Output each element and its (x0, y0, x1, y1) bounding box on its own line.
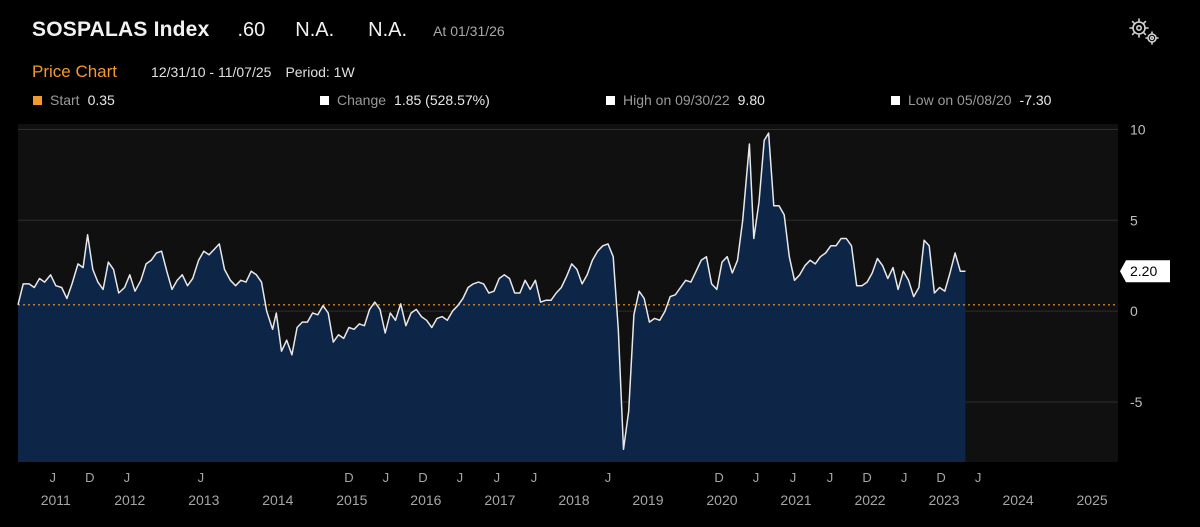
year-tick-label: 2019 (632, 492, 663, 508)
month-tick-label: D (862, 470, 871, 485)
year-tick-label: 2014 (262, 492, 293, 508)
date-range[interactable]: 12/31/10 - 11/07/25 (151, 64, 272, 80)
month-tick-label: J (124, 470, 131, 485)
year-tick-label: 2025 (1077, 492, 1108, 508)
legend-value-change: 1.85 (528.57%) (394, 92, 490, 108)
price-area (18, 133, 966, 462)
legend-item-start: Start 0.35 (33, 92, 115, 108)
month-tick-label: D (936, 470, 945, 485)
year-tick-label: 2018 (558, 492, 589, 508)
month-tick-label: J (975, 470, 982, 485)
ticker-name: SOSPALAS Index (32, 18, 210, 41)
month-tick-label: D (85, 470, 94, 485)
month-tick-label: J (457, 470, 464, 485)
year-tick-label: 2021 (780, 492, 811, 508)
legend-swatch-low (891, 95, 900, 105)
x-axis-labels: J D J J D J D J J J J D J J J D J D J 2011 2012 2013 2014 2015 2… (41, 470, 1108, 508)
legend-label-change: Change (337, 92, 387, 108)
period-label[interactable]: Period: 1W (285, 64, 355, 80)
year-tick-label: 2017 (484, 492, 515, 508)
y-tick-label: -5 (1130, 394, 1143, 410)
month-tick-label: J (605, 470, 612, 485)
legend-row: Start 0.35 Change 1.85 (528.57%) High on… (33, 92, 1173, 112)
y-tick-label: 10 (1130, 124, 1146, 137)
legend-swatch-high (606, 95, 615, 105)
month-tick-label: J (198, 470, 205, 485)
legend-value-low: -7.30 (1019, 92, 1052, 108)
last-price: .60 (237, 19, 266, 41)
legend-label-high: High on 09/30/22 (623, 92, 730, 108)
month-tick-label: J (383, 470, 390, 485)
year-tick-label: 2011 (41, 492, 71, 508)
price-chart[interactable]: -5 0 5 10 2.20 J D J J D J D J J J J D J J J D J D J 2011 2012 2… (0, 124, 1200, 527)
year-tick-label: 2020 (706, 492, 737, 508)
month-tick-label: J (790, 470, 797, 485)
last-value-tag: 2.20 (1120, 260, 1170, 283)
month-tick-label: J (827, 470, 834, 485)
legend-item-change: Change 1.85 (528.57%) (320, 92, 490, 108)
month-tick-label: J (494, 470, 501, 485)
month-tick-label: D (418, 470, 427, 485)
field-value-1: N.A. (295, 19, 335, 41)
y-tick-label: 0 (1130, 303, 1138, 319)
last-value-tag-shape (1120, 260, 1170, 283)
legend-label-low: Low on 05/08/20 (908, 92, 1012, 108)
price-line[interactable] (17, 132, 966, 451)
month-tick-label: J (901, 470, 908, 485)
last-value-label: 2.20 (1130, 263, 1157, 279)
year-tick-label: 2022 (854, 492, 885, 508)
month-tick-label: D (714, 470, 723, 485)
title-row: SOSPALAS Index .60 N.A. N.A. At 01/31/26 (32, 18, 505, 48)
gears-icon[interactable] (1124, 14, 1164, 48)
year-tick-label: 2013 (188, 492, 219, 508)
month-tick-label: J (50, 470, 57, 485)
legend-item-high: High on 09/30/22 9.80 (606, 92, 765, 108)
legend-item-low: Low on 05/08/20 -7.30 (891, 92, 1051, 108)
year-tick-label: 2023 (928, 492, 959, 508)
y-tick-label: 5 (1130, 212, 1138, 228)
year-tick-label: 2024 (1002, 492, 1033, 508)
year-tick-label: 2015 (336, 492, 367, 508)
month-tick-label: J (531, 470, 538, 485)
legend-value-high: 9.80 (737, 92, 765, 108)
field-value-2: N.A. (368, 19, 408, 41)
month-tick-label: D (344, 470, 353, 485)
month-tick-label: J (753, 470, 760, 485)
year-tick-label: 2016 (410, 492, 441, 508)
legend-label-start: Start (50, 92, 80, 108)
legend-swatch-change (320, 95, 329, 105)
legend-value-start: 0.35 (87, 92, 115, 108)
subheader-row: Price Chart 12/31/10 - 11/07/25 Period: … (32, 62, 355, 82)
year-tick-label: 2012 (114, 492, 145, 508)
chart-type-label[interactable]: Price Chart (32, 62, 118, 81)
legend-swatch-start (33, 95, 42, 105)
y-axis-labels: -5 0 5 10 (1130, 124, 1146, 410)
as-of-date: At 01/31/26 (433, 23, 505, 39)
